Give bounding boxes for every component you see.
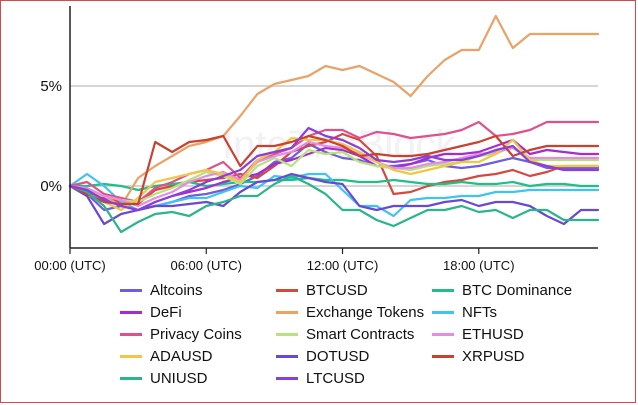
- legend-label: DOTUSD: [306, 347, 370, 365]
- x-tick-label: 12:00 (UTC): [307, 258, 379, 273]
- legend-item-dotusd[interactable]: DOTUSD: [276, 345, 432, 367]
- legend-label: NFTs: [462, 303, 497, 321]
- series-line-exchange-tokens: [68, 14, 600, 208]
- series-layer: [68, 14, 600, 234]
- legend-item-privacy-coins[interactable]: Privacy Coins: [120, 323, 276, 345]
- legend-label: BTC Dominance: [462, 281, 573, 299]
- y-tick-label: 5%: [40, 78, 62, 95]
- legend-swatch: [120, 376, 142, 380]
- x-tick-label: 18:00 (UTC): [443, 258, 515, 273]
- series-line-ethusd: [68, 140, 600, 208]
- axis-layer: 5% 0% 00:00 (UTC) 06:00 (UTC) 12:00 (UTC) 18:…: [34, 6, 598, 273]
- legend-label: ETHUSD: [462, 325, 524, 343]
- legend-item-nfts[interactable]: NFTs: [432, 301, 600, 323]
- legend-swatch: [432, 288, 454, 292]
- legend-label: Smart Contracts: [306, 325, 415, 343]
- legend-swatch: [276, 332, 298, 336]
- legend-swatch: [432, 310, 454, 314]
- legend-item-btcusd[interactable]: BTCUSD: [276, 279, 432, 301]
- x-tick-label: 00:00 (UTC): [34, 258, 106, 273]
- legend-label: Altcoins: [150, 281, 203, 299]
- series-line-dotusd: [68, 172, 600, 226]
- legend-item-btc-dominance[interactable]: BTC Dominance: [432, 279, 600, 301]
- legend-swatch: [120, 354, 142, 358]
- x-tick-label: 06:00 (UTC): [170, 258, 242, 273]
- legend-label: XRPUSD: [462, 347, 525, 365]
- legend-swatch: [276, 376, 298, 380]
- legend-swatch: [120, 310, 142, 314]
- legend-label: DeFi: [150, 303, 182, 321]
- legend-item-altcoins[interactable]: Altcoins: [120, 279, 276, 301]
- legend-item-ltcusd[interactable]: LTCUSD: [276, 367, 432, 389]
- legend-swatch: [276, 310, 298, 314]
- legend-label: ADAUSD: [150, 347, 213, 365]
- legend-swatch: [432, 354, 454, 358]
- legend-swatch: [276, 288, 298, 292]
- legend-label: Exchange Tokens: [306, 303, 425, 321]
- chart-legend: Altcoins BTCUSD BTC Dominance DeFi Exchange …: [120, 279, 600, 389]
- legend-label: BTCUSD: [306, 281, 368, 299]
- legend-swatch: [120, 332, 142, 336]
- y-tick-label: 0%: [40, 178, 62, 195]
- legend-item-ethusd[interactable]: ETHUSD: [432, 323, 600, 345]
- legend-swatch: [432, 332, 454, 336]
- legend-swatch: [276, 354, 298, 358]
- legend-item-exchange-tokens[interactable]: Exchange Tokens: [276, 301, 432, 323]
- legend-item-defi[interactable]: DeFi: [120, 301, 276, 323]
- series-line-btc-dominance: [68, 176, 600, 192]
- series-line-uniusd: [68, 174, 600, 234]
- legend-label: LTCUSD: [306, 369, 365, 387]
- legend-item-smart-contracts[interactable]: Smart Contracts: [276, 323, 432, 345]
- series-line-ltcusd: [68, 126, 600, 212]
- series-line-privacy-coins: [68, 120, 600, 204]
- legend-label: Privacy Coins: [150, 325, 242, 343]
- legend-swatch: [120, 288, 142, 292]
- legend-item-adausd[interactable]: ADAUSD: [120, 345, 276, 367]
- legend-item-xrpusd[interactable]: XRPUSD: [432, 345, 600, 367]
- legend-item-uniusd[interactable]: UNIUSD: [120, 367, 276, 389]
- legend-label: UNIUSD: [150, 369, 208, 387]
- series-line-xrpusd: [68, 134, 600, 206]
